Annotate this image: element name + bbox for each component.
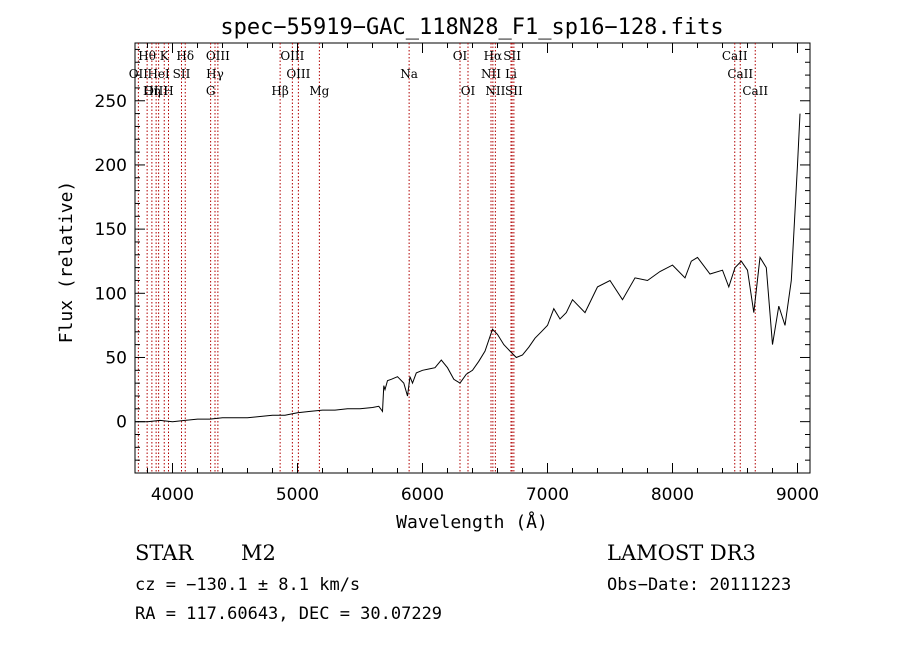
- emission-line-label: SII: [505, 84, 523, 98]
- x-tick-label: 6000: [401, 485, 444, 505]
- emission-line-label: OIII: [144, 84, 168, 98]
- y-tick-label: 50: [105, 348, 127, 368]
- emission-line-label: NII: [485, 84, 505, 98]
- y-tick-label: 200: [95, 156, 127, 176]
- x-axis-ticks: 4000 5000 6000 7000 8000 9000: [147, 43, 819, 505]
- emission-line-label: H: [163, 84, 173, 98]
- x-tick-label: 8000: [651, 485, 694, 505]
- emission-line-label: Hγ: [206, 67, 224, 81]
- ra-dec: RA = 117.60643, DEC = 30.07229: [135, 604, 442, 624]
- emission-line-label: OIII: [206, 49, 230, 63]
- emission-line-label: Hθ: [138, 49, 156, 63]
- y-axis-label: Flux (relative): [56, 181, 77, 344]
- survey-name: LAMOST DR3: [607, 541, 756, 565]
- x-tick-label: 9000: [776, 485, 819, 505]
- x-tick-label: 4000: [151, 485, 194, 505]
- emission-line-label: HeI: [147, 67, 170, 81]
- x-tick-label: 7000: [526, 485, 569, 505]
- emission-line-label: K: [160, 49, 170, 63]
- emission-line-label: Hη: [143, 84, 161, 98]
- emission-line-label: CaII: [742, 84, 768, 98]
- observation-date: Obs−Date: 20111223: [607, 575, 791, 595]
- emission-line-label: CaII: [722, 49, 748, 63]
- y-axis-ticks: 0 50 100 150 200 250: [95, 48, 810, 461]
- object-class: STAR: [135, 541, 194, 565]
- emission-line-label: Li: [505, 67, 517, 81]
- redshift-cz: cz = −130.1 ± 8.1 km/s: [135, 575, 360, 595]
- emission-line-label: G: [206, 84, 216, 98]
- emission-line-label: Mg: [309, 84, 329, 98]
- emission-line-label: Na: [400, 67, 418, 81]
- emission-line-label: OII: [129, 67, 149, 81]
- emission-line-label: Hβ: [271, 84, 288, 98]
- emission-line-label: CaII: [727, 67, 753, 81]
- emission-line-label: SII: [173, 67, 191, 81]
- y-tick-label: 100: [95, 284, 127, 304]
- y-tick-label: 250: [95, 92, 127, 112]
- emission-line-label: Hα: [484, 49, 503, 63]
- emission-line-label: OIII: [280, 49, 304, 63]
- emission-line-label: OI: [453, 49, 468, 63]
- emission-line-label: Hδ: [176, 49, 194, 63]
- object-subclass: M2: [241, 541, 276, 565]
- emission-line-label: OIII: [286, 67, 310, 81]
- x-axis-label: Wavelength (Å): [396, 511, 548, 533]
- emission-line-label: NII: [481, 67, 501, 81]
- spectrum-series-line: [135, 113, 801, 423]
- plot-frame: [134, 42, 811, 474]
- chart-title: spec−55919−GAC_118N28_F1_sp16−128.fits: [220, 15, 723, 40]
- y-tick-label: 0: [116, 413, 127, 433]
- y-tick-label: 150: [95, 220, 127, 240]
- x-tick-label: 5000: [276, 485, 319, 505]
- emission-line-label: SII: [503, 49, 521, 63]
- emission-line-markers: [137, 43, 756, 473]
- emission-line-label: OI: [461, 84, 476, 98]
